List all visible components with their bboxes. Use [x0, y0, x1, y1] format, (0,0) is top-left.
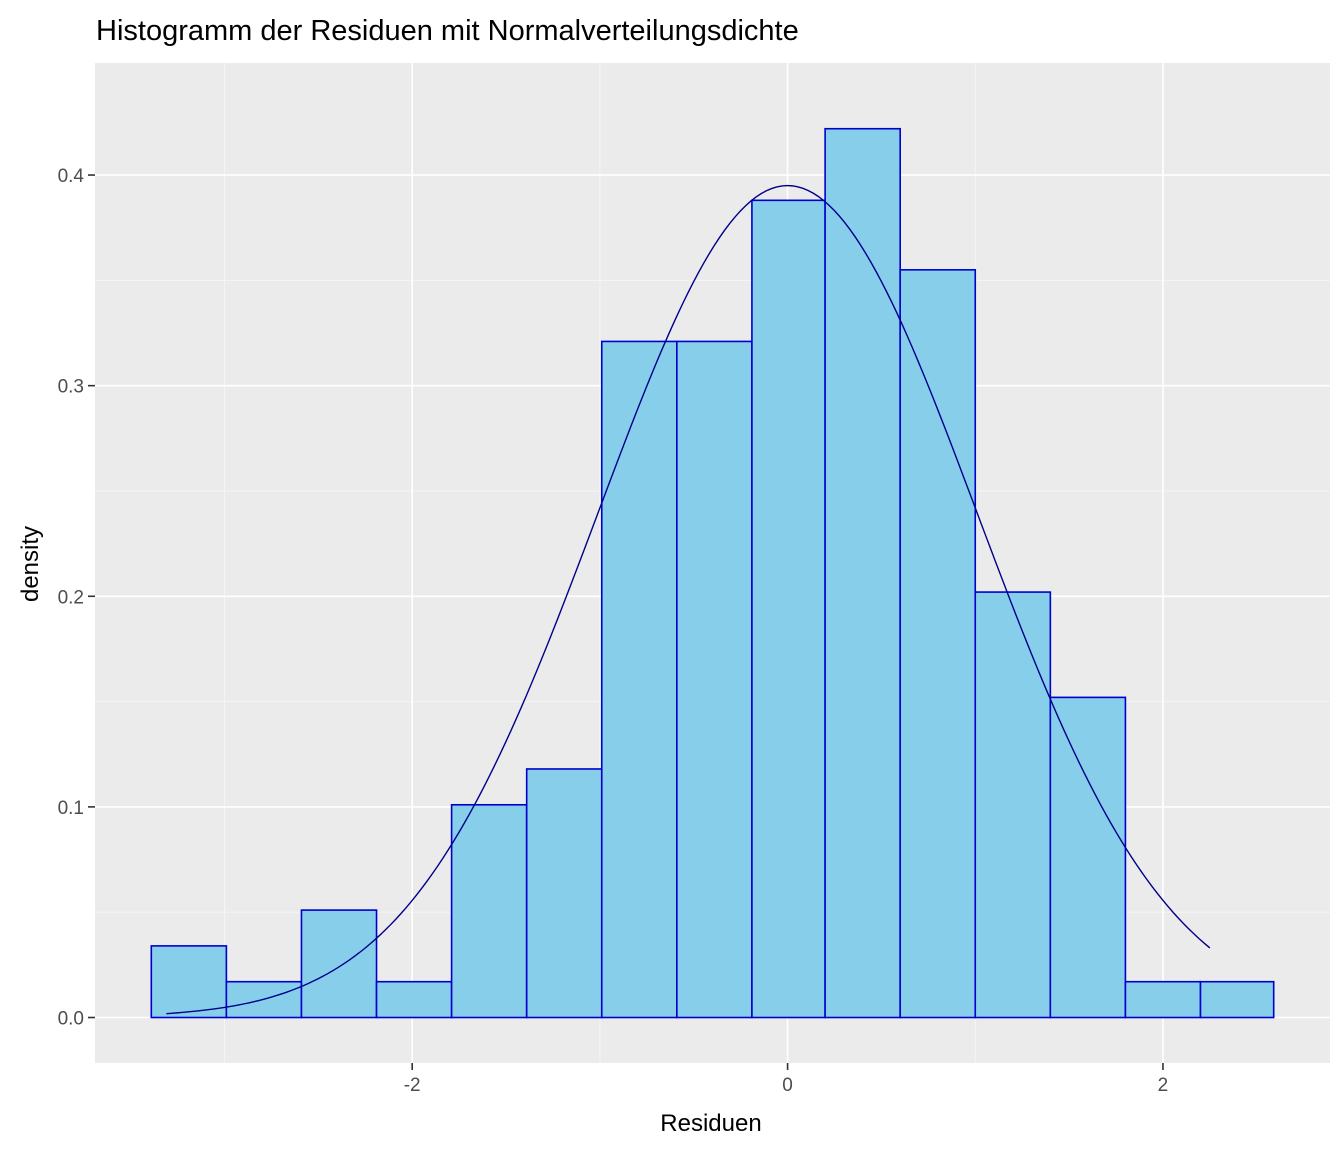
histogram-bar — [1199, 980, 1275, 1019]
y-tick-label: 0.1 — [58, 798, 84, 819]
chart-title: Histogramm der Residuen mit Normalvertei… — [96, 15, 799, 47]
histogram-bars — [150, 127, 1275, 1019]
x-axis-title: Residuen — [660, 1110, 761, 1137]
histogram-bar — [974, 591, 1052, 1019]
histogram-bar — [1049, 696, 1127, 1019]
histogram-bar — [150, 945, 228, 1019]
y-axis-ticks: 0.0 0.1 0.2 0.3 0.4 — [58, 166, 95, 1030]
y-tick-label: 0.0 — [58, 1009, 84, 1030]
density-curve — [166, 184, 1211, 1015]
x-tick-label: 0 — [782, 1075, 793, 1096]
histogram-bar — [1124, 980, 1202, 1019]
y-axis-title: density — [17, 526, 44, 602]
histogram-bar — [899, 269, 977, 1019]
x-axis-ticks: -2 0 2 — [404, 1063, 1169, 1096]
x-tick-label: 2 — [1158, 1075, 1169, 1096]
y-tick-label: 0.2 — [58, 587, 84, 608]
histogram-bar — [450, 803, 528, 1019]
histogram-bar — [676, 340, 753, 1019]
histogram-bar — [600, 340, 678, 1019]
y-tick-label: 0.4 — [58, 166, 85, 187]
histogram-bar — [824, 127, 901, 1019]
histogram-bar — [525, 768, 603, 1019]
y-tick-label: 0.3 — [58, 377, 84, 398]
x-tick-label: -2 — [404, 1075, 421, 1096]
histogram-bar — [375, 980, 453, 1019]
histogram-bar — [751, 199, 826, 1019]
histogram-bar — [300, 909, 378, 1019]
